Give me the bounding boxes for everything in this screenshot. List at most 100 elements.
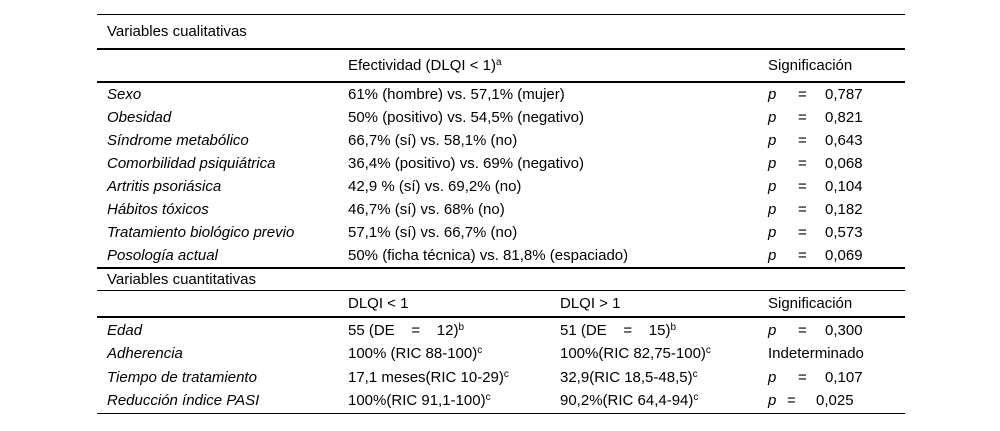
p-value: 0,787 — [825, 86, 863, 104]
rule-bottom — [97, 412, 905, 415]
p-symbol: p — [768, 155, 777, 173]
row-label: Tiempo de tratamiento — [107, 368, 257, 386]
rule-under-qualitative-section — [97, 266, 905, 270]
table-row: Edad 55 (DE = 12)b 51 (DE = 15)b p = 0,3… — [97, 318, 905, 342]
p-value: 0,821 — [825, 109, 863, 127]
row-label: Edad — [107, 321, 143, 339]
p-symbol: p — [768, 246, 777, 264]
table-row: Hábitos tóxicos 46,7% (sí) vs. 68% (no) … — [97, 198, 905, 221]
equals-sign: = — [798, 155, 807, 173]
table-row: Comorbilidad psiquiátrica 36,4% (positiv… — [97, 152, 905, 175]
row-value: 61% (hombre) vs. 57,1% (mujer) — [348, 86, 565, 104]
row-label: Reducción índice PASI — [107, 392, 260, 410]
row-label: Posología actual — [107, 246, 218, 264]
row-label: Adherencia — [107, 345, 183, 363]
row-value-dlqi-lt1: 100%(RIC 91,1-100)c — [348, 392, 491, 410]
table-row: Síndrome metabólico 66,7% (sí) vs. 58,1%… — [97, 129, 905, 152]
footnote-marker-c: c — [692, 368, 698, 380]
row-significance: p = 0,643 — [768, 132, 905, 149]
header-significance: Significación — [768, 295, 853, 313]
equals-sign: = — [798, 132, 807, 150]
row-value-dlqi-gt1: 32,9(RIC 18,5-48,5)c — [560, 368, 698, 386]
section-title-text: Variables cualitativas — [107, 23, 247, 41]
p-value: 0,104 — [825, 178, 863, 196]
equals-sign: = — [787, 392, 796, 410]
row-value: 36,4% (positivo) vs. 69% (negativo) — [348, 155, 584, 173]
quantitative-header-row: DLQI < 1 DLQI > 1 Significación — [97, 291, 905, 315]
row-value-dlqi-gt1: 51 (DE = 15)b — [560, 321, 677, 339]
row-significance: p = 0,182 — [768, 201, 905, 218]
table-row: Tiempo de tratamiento 17,1 meses(RIC 10-… — [97, 366, 905, 390]
p-symbol: p — [768, 132, 777, 150]
row-label: Hábitos tóxicos — [107, 201, 209, 219]
footnote-marker-c: c — [705, 345, 711, 357]
row-value: 57,1% (sí) vs. 66,7% (no) — [348, 223, 518, 241]
header-dlqi-gt1: DLQI > 1 — [560, 295, 621, 313]
row-label: Comorbilidad psiquiátrica — [107, 155, 276, 173]
header-effectiveness: Efectividad (DLQI < 1)a — [348, 56, 502, 74]
section-title-text: Variables cuantitativas — [107, 271, 256, 289]
row-label: Obesidad — [107, 109, 172, 127]
footnote-marker-c: c — [503, 368, 509, 380]
p-value: 0,573 — [825, 223, 863, 241]
p-symbol: p — [768, 178, 777, 196]
p-symbol: p — [768, 321, 777, 339]
row-significance: p = 0,069 — [768, 247, 905, 264]
row-value-dlqi-lt1: 55 (DE = 12)b — [348, 321, 465, 339]
row-label: Tratamiento biológico previo — [107, 223, 295, 241]
rule-under-qualitative-header — [97, 80, 905, 84]
header-significance: Significación — [768, 56, 853, 74]
section-title-quantitative: Variables cuantitativas — [97, 269, 905, 290]
table-row: Obesidad 50% (positivo) vs. 54,5% (negat… — [97, 106, 905, 129]
footnote-marker-c: c — [693, 392, 699, 404]
qualitative-header-row: Efectividad (DLQI < 1)a Significación — [97, 50, 905, 81]
equals-sign: = — [798, 321, 807, 339]
row-significance: p = 0,787 — [768, 86, 905, 103]
equals-sign: = — [798, 201, 807, 219]
p-value: 0,025 — [816, 392, 854, 410]
equals-sign: = — [798, 109, 807, 127]
p-value: 0,182 — [825, 201, 863, 219]
row-value: 50% (ficha técnica) vs. 81,8% (espaciado… — [348, 246, 629, 264]
p-symbol: p — [768, 223, 777, 241]
p-symbol: p — [768, 109, 777, 127]
equals-sign: = — [798, 223, 807, 241]
p-symbol: p — [768, 368, 777, 386]
row-value: 42,9 % (sí) vs. 69,2% (no) — [348, 178, 522, 196]
statistics-table: Variables cualitativas Efectividad (DLQI… — [97, 14, 905, 415]
table-row: Posología actual 50% (ficha técnica) vs.… — [97, 244, 905, 267]
table-row: Sexo 61% (hombre) vs. 57,1% (mujer) p = … — [97, 83, 905, 106]
row-label: Sexo — [107, 86, 142, 104]
row-significance: p = 0,107 — [768, 369, 905, 386]
footnote-marker-c: c — [477, 345, 483, 357]
table-row: Reducción índice PASI 100%(RIC 91,1-100)… — [97, 389, 905, 413]
row-significance: Indeterminado — [768, 345, 864, 363]
rule-top — [97, 14, 905, 16]
p-symbol: p — [768, 201, 777, 219]
p-symbol: p — [768, 392, 777, 410]
equals-sign: = — [798, 86, 807, 104]
p-value: 0,107 — [825, 368, 863, 386]
rule-under-qualitative-title — [97, 47, 905, 50]
row-significance: p = 0,068 — [768, 155, 905, 172]
row-value-dlqi-lt1: 100% (RIC 88-100)c — [348, 345, 483, 363]
rule-under-quantitative-header — [97, 315, 905, 319]
table-row: Tratamiento biológico previo 57,1% (sí) … — [97, 221, 905, 244]
row-significance: p = 0,025 — [768, 392, 905, 409]
p-value: 0,069 — [825, 246, 863, 264]
row-value: 50% (positivo) vs. 54,5% (negativo) — [348, 109, 584, 127]
footnote-marker-c: c — [485, 392, 491, 404]
row-significance: p = 0,104 — [768, 178, 905, 195]
p-value: 0,068 — [825, 155, 863, 173]
row-value: 66,7% (sí) vs. 58,1% (no) — [348, 132, 518, 150]
p-value: 0,300 — [825, 321, 863, 339]
p-value: 0,643 — [825, 132, 863, 150]
row-label: Artritis psoriásica — [107, 178, 222, 196]
footnote-marker-a: a — [495, 56, 502, 68]
row-significance: p = 0,573 — [768, 224, 905, 241]
section-title-qualitative: Variables cualitativas — [97, 15, 905, 48]
row-value-dlqi-gt1: 100%(RIC 82,75-100)c — [560, 345, 711, 363]
table-row: Artritis psoriásica 42,9 % (sí) vs. 69,2… — [97, 175, 905, 198]
table-row: Adherencia 100% (RIC 88-100)c 100%(RIC 8… — [97, 342, 905, 366]
footnote-marker-b: b — [670, 321, 677, 333]
